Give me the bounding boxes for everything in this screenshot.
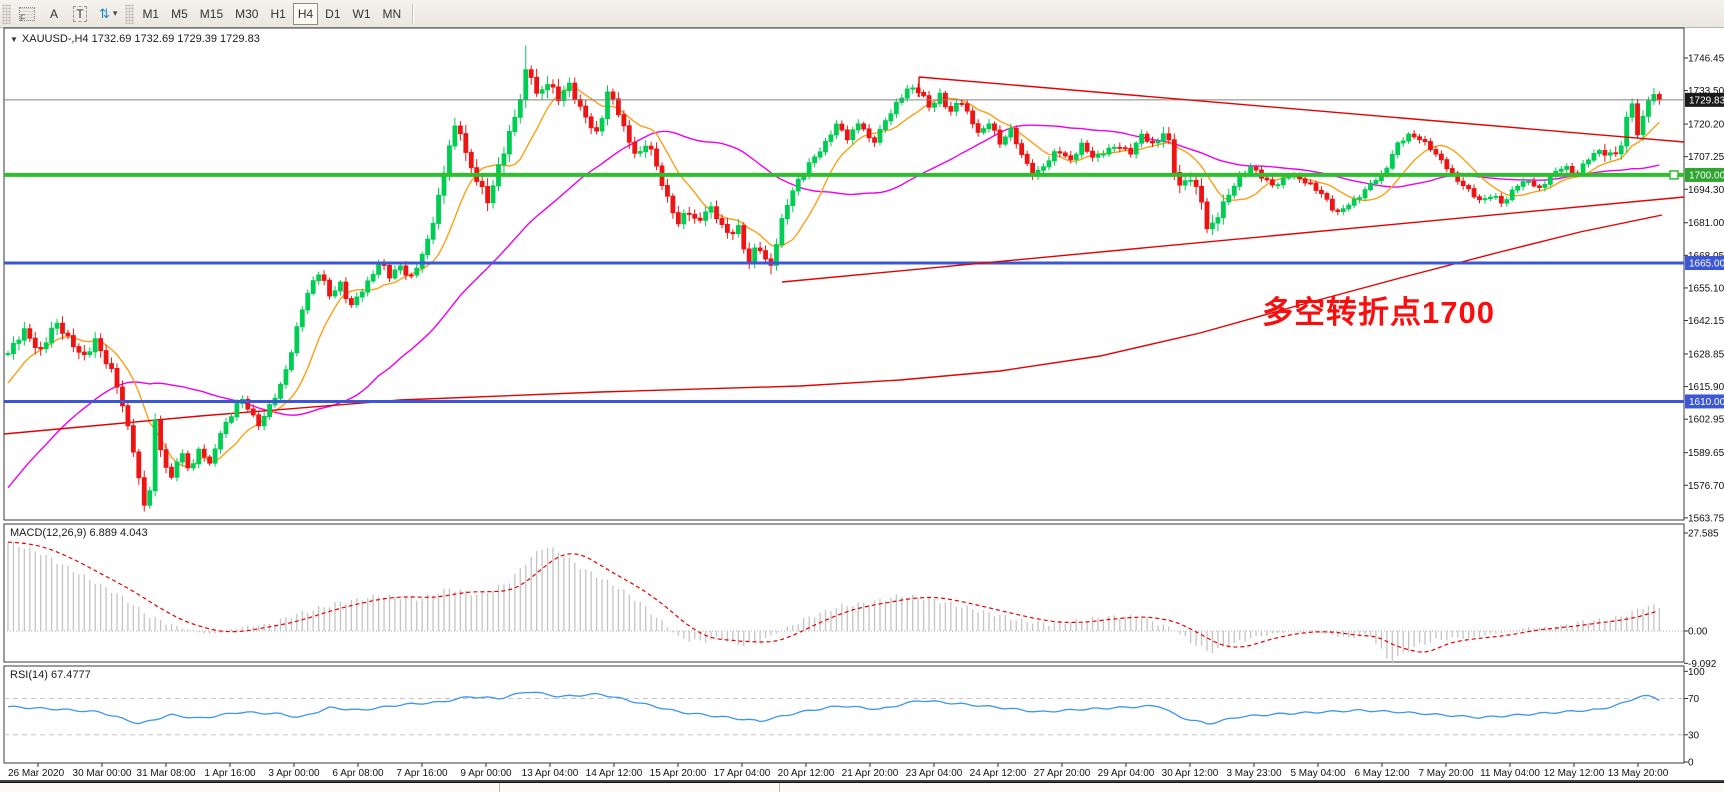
price-badge: 1665.00	[1685, 256, 1724, 271]
svg-text:3 Apr 00:00: 3 Apr 00:00	[268, 768, 320, 779]
timeframe-button-m15[interactable]: M15	[195, 3, 228, 25]
svg-text:-9.092: -9.092	[1688, 659, 1717, 670]
timeframe-button-d1[interactable]: D1	[320, 3, 345, 25]
svg-text:1694.30: 1694.30	[1688, 185, 1724, 196]
svg-text:1720.20: 1720.20	[1688, 120, 1724, 131]
svg-text:1700.00: 1700.00	[1689, 170, 1724, 181]
svg-text:1733.50: 1733.50	[1688, 86, 1724, 97]
timeframe-button-mn[interactable]: MN	[378, 3, 407, 25]
horizontal-lines-layer	[4, 99, 1684, 403]
symbol-title[interactable]: ▼ XAUUSD-,H4 1732.69 1732.69 1729.39 1729…	[10, 33, 260, 45]
chart-annotation-text: 多空转折点1700	[1262, 295, 1495, 330]
toolbar-grip[interactable]	[2, 3, 11, 24]
timeframe-button-m1[interactable]: M1	[137, 3, 164, 25]
tab-divider	[779, 783, 780, 792]
svg-text:1746.45: 1746.45	[1688, 54, 1724, 65]
svg-text:17 Apr 04:00: 17 Apr 04:00	[714, 768, 771, 779]
cursor-arrows-icon: ⇅	[99, 5, 110, 21]
price-axis: 1746.45 1733.50 1720.20 1707.25 1694.30 1681.…	[1684, 54, 1724, 524]
chart-tab-bar[interactable]	[0, 782, 1724, 792]
timeframe-button-group: M1 M5 M15 M30 H1 H4 D1 W1 MN	[136, 2, 407, 25]
price-badge: 1610.00	[1685, 394, 1724, 409]
svg-text:9 Apr 00:00: 9 Apr 00:00	[460, 768, 512, 779]
svg-text:6 May 12:00: 6 May 12:00	[1354, 768, 1409, 779]
svg-text:100: 100	[1688, 667, 1705, 678]
svg-text:1655.10: 1655.10	[1688, 283, 1724, 294]
svg-text:31 Mar 08:00: 31 Mar 08:00	[137, 768, 196, 779]
macd-indicator-label: MACD(12,26,9) 6.889 4.043	[10, 527, 148, 539]
candles-layer	[5, 45, 1662, 512]
time-axis: 26 Mar 2020 30 Mar 00:00 31 Mar 08:00 1 Apr…	[8, 763, 1669, 779]
slow-red-ma-line	[3, 214, 1663, 435]
svg-text:29 Apr 04:00: 29 Apr 04:00	[1098, 768, 1155, 779]
svg-text:1729.83: 1729.83	[1689, 95, 1724, 106]
svg-text:13 Apr 04:00: 13 Apr 04:00	[522, 768, 579, 779]
chevron-down-icon: ▾	[112, 8, 118, 18]
svg-text:6 Apr 08:00: 6 Apr 08:00	[332, 768, 384, 779]
rsi-layer	[4, 691, 1684, 736]
svg-text:20 Apr 12:00: 20 Apr 12:00	[778, 768, 835, 779]
svg-text:30 Mar 00:00: 30 Mar 00:00	[73, 768, 132, 779]
svg-text:1610.00: 1610.00	[1689, 397, 1724, 408]
grid-toggle-button[interactable]: F	[14, 3, 40, 25]
svg-text:1665.00: 1665.00	[1689, 259, 1724, 270]
svg-text:30: 30	[1688, 730, 1700, 741]
timeframe-button-m30[interactable]: M30	[230, 3, 263, 25]
svg-text:0.00: 0.00	[1688, 627, 1708, 638]
svg-text:23 Apr 04:00: 23 Apr 04:00	[906, 768, 963, 779]
grid-icon: F	[19, 6, 35, 23]
svg-text:5 May 04:00: 5 May 04:00	[1290, 768, 1345, 779]
svg-text:13 May 20:00: 13 May 20:00	[1608, 768, 1669, 779]
tab-divider	[499, 783, 500, 792]
svg-text:1615.90: 1615.90	[1688, 382, 1724, 393]
toolbar-grip-2[interactable]	[125, 3, 135, 24]
svg-text:12 May 12:00: 12 May 12:00	[1544, 768, 1605, 779]
font-tool-button[interactable]: A	[42, 3, 66, 25]
svg-text:1589.65: 1589.65	[1688, 448, 1724, 459]
svg-text:1602.95: 1602.95	[1688, 415, 1724, 426]
svg-text:1628.85: 1628.85	[1688, 349, 1724, 360]
svg-text:1 Apr 16:00: 1 Apr 16:00	[204, 768, 256, 779]
macd-axis: 27.585 0.00 -9.092	[1684, 528, 1719, 670]
svg-text:1563.75: 1563.75	[1688, 513, 1724, 524]
toolbar-separator	[412, 3, 414, 24]
symbol-dropdown-icon[interactable]: ▼	[10, 35, 18, 44]
trendlines-layer	[781, 76, 1685, 283]
svg-text:70: 70	[1688, 694, 1700, 705]
price-badge: 1700.00	[1685, 167, 1724, 182]
rsi-indicator-label: RSI(14) 67.4777	[10, 669, 91, 681]
svg-text:15 Apr 20:00: 15 Apr 20:00	[650, 768, 707, 779]
text-t-icon: T	[73, 5, 87, 22]
timeframe-button-m5[interactable]: M5	[166, 3, 193, 25]
timeframe-button-h4[interactable]: H4	[292, 2, 319, 25]
svg-text:0: 0	[1688, 758, 1694, 769]
macd-layer	[4, 541, 1684, 664]
timeframe-button-h1[interactable]: H1	[265, 3, 290, 25]
svg-text:7 May 20:00: 7 May 20:00	[1418, 768, 1473, 779]
svg-text:3 May 23:00: 3 May 23:00	[1226, 768, 1281, 779]
svg-text:24 Apr 12:00: 24 Apr 12:00	[970, 768, 1027, 779]
svg-text:1707.25: 1707.25	[1688, 152, 1724, 163]
svg-text:27 Apr 20:00: 27 Apr 20:00	[1034, 768, 1091, 779]
svg-text:30 Apr 12:00: 30 Apr 12:00	[1162, 768, 1219, 779]
svg-text:7 Apr 16:00: 7 Apr 16:00	[396, 768, 448, 779]
svg-text:1681.00: 1681.00	[1688, 218, 1724, 229]
svg-text:27.585: 27.585	[1688, 528, 1719, 539]
svg-text:26 Mar 2020: 26 Mar 2020	[8, 768, 65, 779]
font-a-icon: A	[49, 6, 58, 21]
pane-borders	[0, 27, 1724, 782]
text-tool-button[interactable]: T	[68, 3, 92, 25]
timeframe-button-w1[interactable]: W1	[348, 3, 376, 25]
price-badge: 1729.83	[1685, 92, 1724, 107]
moving-averages-layer	[7, 86, 1660, 489]
svg-text:1576.70: 1576.70	[1688, 481, 1724, 492]
cursor-mode-button[interactable]: ⇅ ▾	[94, 3, 122, 25]
svg-text:14 Apr 12:00: 14 Apr 12:00	[586, 768, 643, 779]
svg-text:21 Apr 20:00: 21 Apr 20:00	[842, 768, 899, 779]
rsi-axis: 100 70 30 0	[1684, 667, 1705, 769]
svg-text:11 May 04:00: 11 May 04:00	[1480, 768, 1540, 779]
svg-text:1642.15: 1642.15	[1688, 316, 1724, 327]
